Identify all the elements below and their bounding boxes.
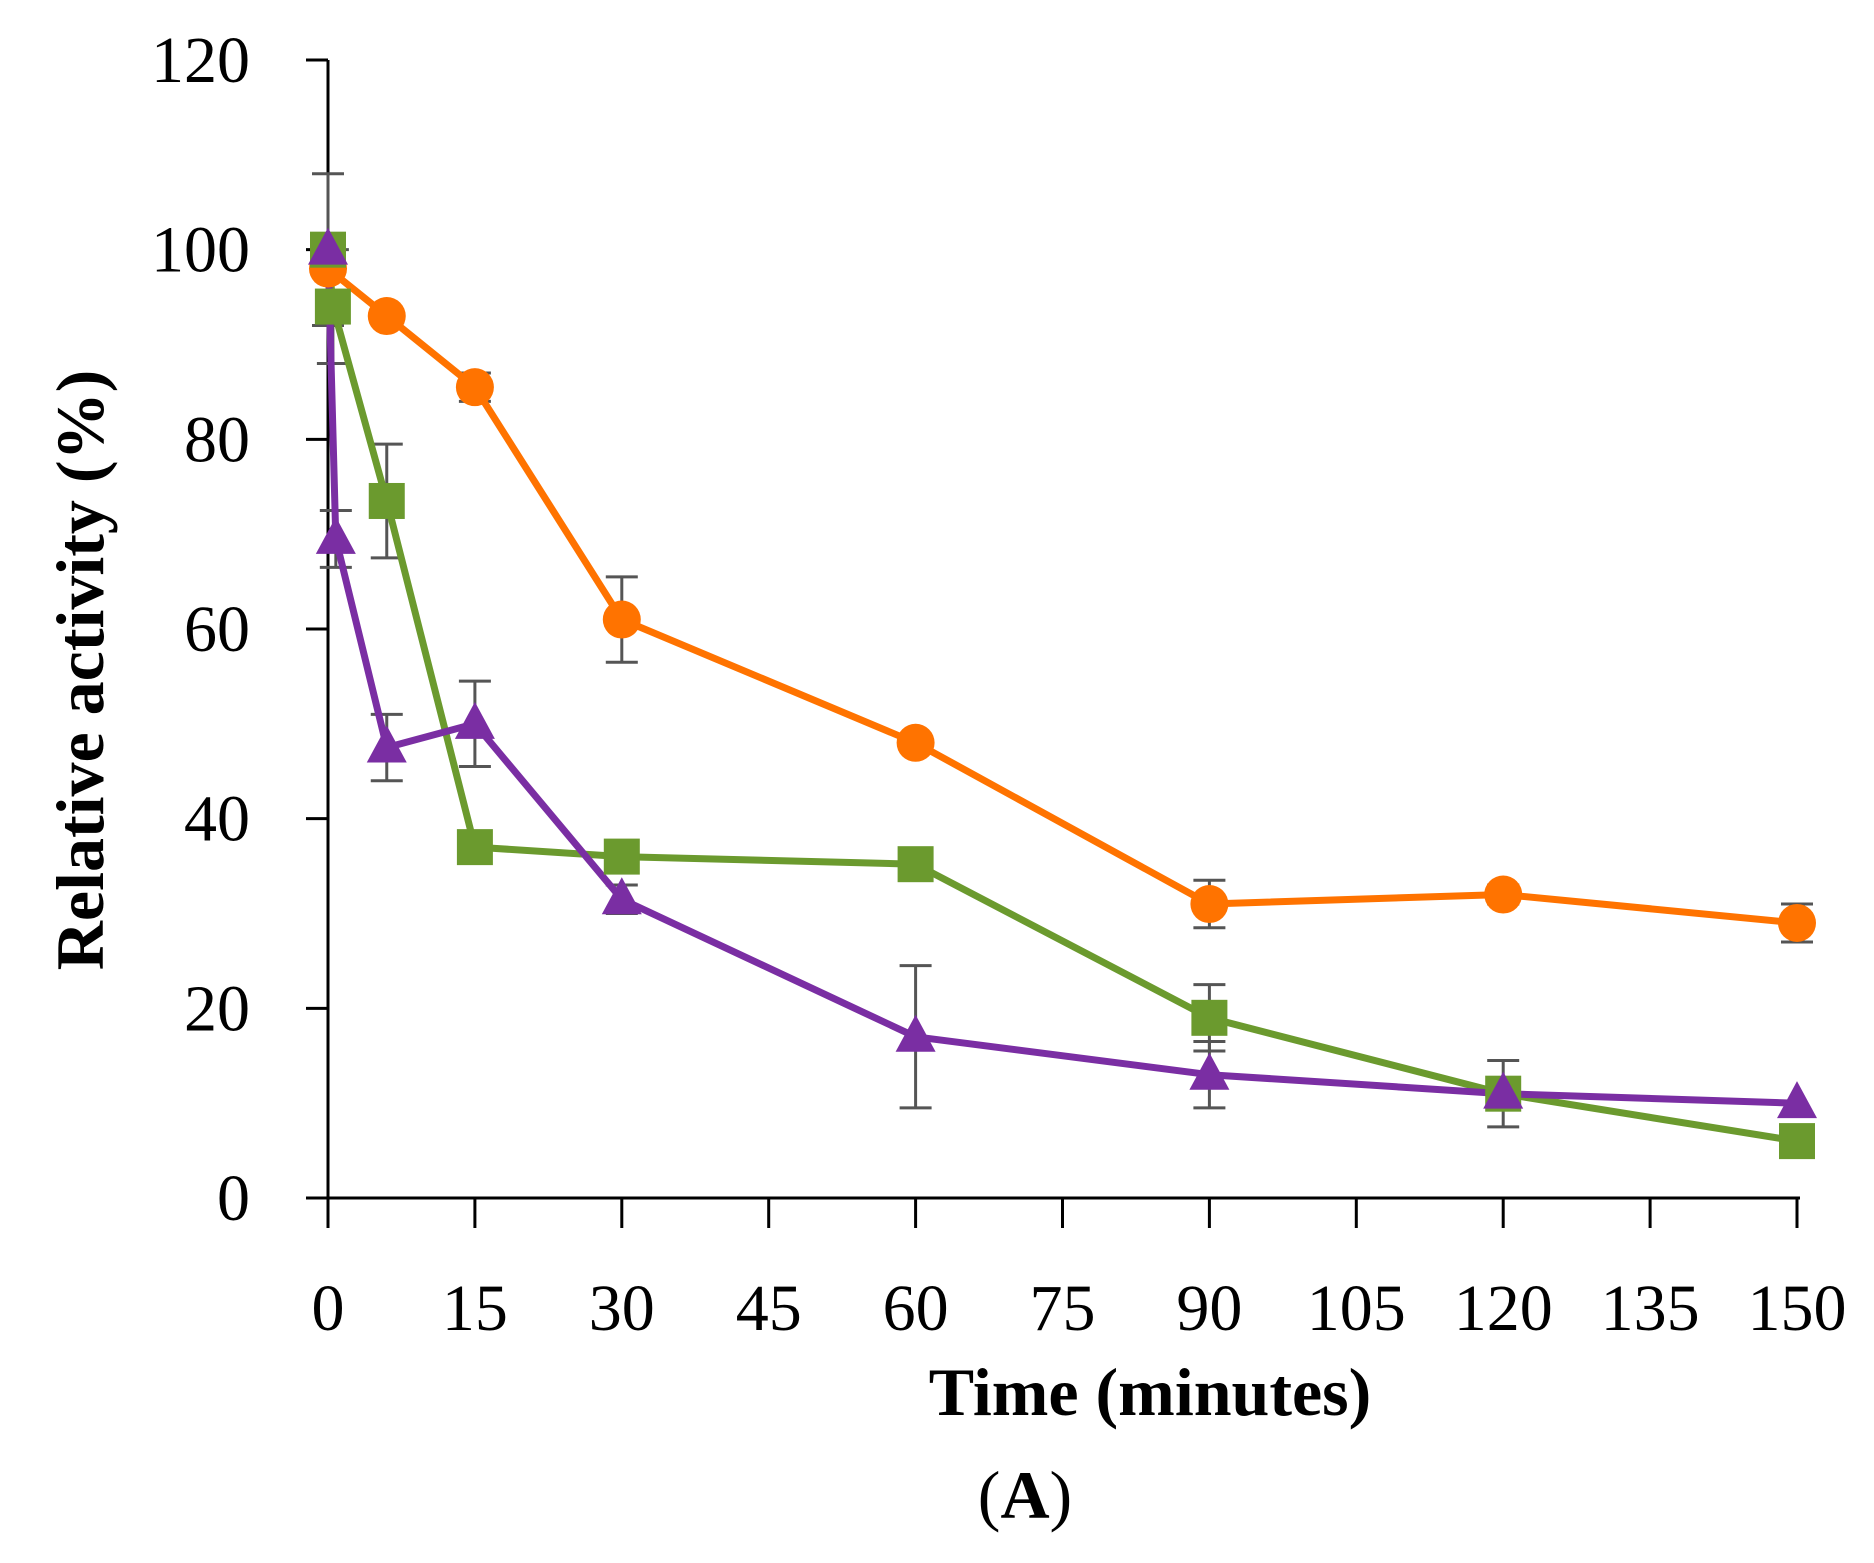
x-tick-label: 15 — [442, 1272, 508, 1345]
triangle-marker — [366, 725, 407, 763]
triangle-marker — [1189, 1052, 1230, 1090]
y-axis-title: Relative activity (%) — [42, 370, 118, 970]
triangle-marker — [601, 877, 642, 915]
x-tick-label: 60 — [883, 1272, 949, 1345]
square-marker — [456, 829, 493, 866]
x-tick-label: 150 — [1748, 1272, 1847, 1345]
x-tick-label: 30 — [589, 1272, 655, 1345]
square-marker — [1191, 999, 1228, 1036]
x-tick-label: 0 — [312, 1272, 345, 1345]
series-line-circle — [325, 265, 1798, 927]
triangle-marker — [895, 1014, 936, 1052]
x-tick-label: 105 — [1307, 1272, 1406, 1345]
triangle-marker — [1777, 1081, 1817, 1119]
triangle-marker — [1483, 1071, 1524, 1109]
x-tick-label: 75 — [1030, 1272, 1096, 1345]
data-series — [308, 172, 1817, 1160]
circle-marker — [602, 600, 641, 639]
y-tick-label: 100 — [151, 214, 250, 287]
circle-marker — [455, 368, 494, 407]
y-tick-label: 20 — [184, 972, 250, 1045]
triangle-marker — [308, 227, 348, 265]
square-marker — [368, 482, 405, 519]
y-tick-label: 120 — [151, 24, 250, 97]
panel-label: (A) — [978, 1457, 1072, 1533]
x-axis-title: Time (minutes) — [929, 1354, 1372, 1430]
circle-marker — [1484, 875, 1523, 914]
y-tick-label: 80 — [184, 403, 250, 476]
y-tick-label: 40 — [184, 783, 250, 856]
panel-letter: A — [1000, 1457, 1049, 1533]
circle-marker — [367, 297, 406, 336]
x-tick-label: 135 — [1601, 1272, 1700, 1345]
y-tick-label: 60 — [184, 593, 250, 666]
triangle-marker — [454, 701, 495, 739]
circle-marker — [1190, 885, 1229, 924]
axes — [306, 60, 1800, 1200]
y-tick-label: 0 — [217, 1162, 250, 1235]
square-marker — [314, 288, 351, 325]
x-tick-label: 45 — [736, 1272, 802, 1345]
square-marker — [603, 838, 640, 875]
x-tick-label: 120 — [1454, 1272, 1553, 1345]
series-line-square — [324, 249, 1798, 1145]
circle-marker — [1778, 903, 1816, 942]
circle-marker — [896, 723, 935, 762]
x-axis-ticks: 0 15 30 45 60 75 90 105 120 135 150 — [312, 1198, 1847, 1345]
x-tick-label: 90 — [1176, 1272, 1242, 1345]
series-line-triangle — [324, 249, 1798, 1107]
square-marker — [1779, 1123, 1815, 1160]
triangle-marker — [315, 516, 356, 554]
square-marker — [897, 846, 934, 883]
y-axis-ticks: 0 20 40 60 80 100 120 — [151, 24, 328, 1235]
